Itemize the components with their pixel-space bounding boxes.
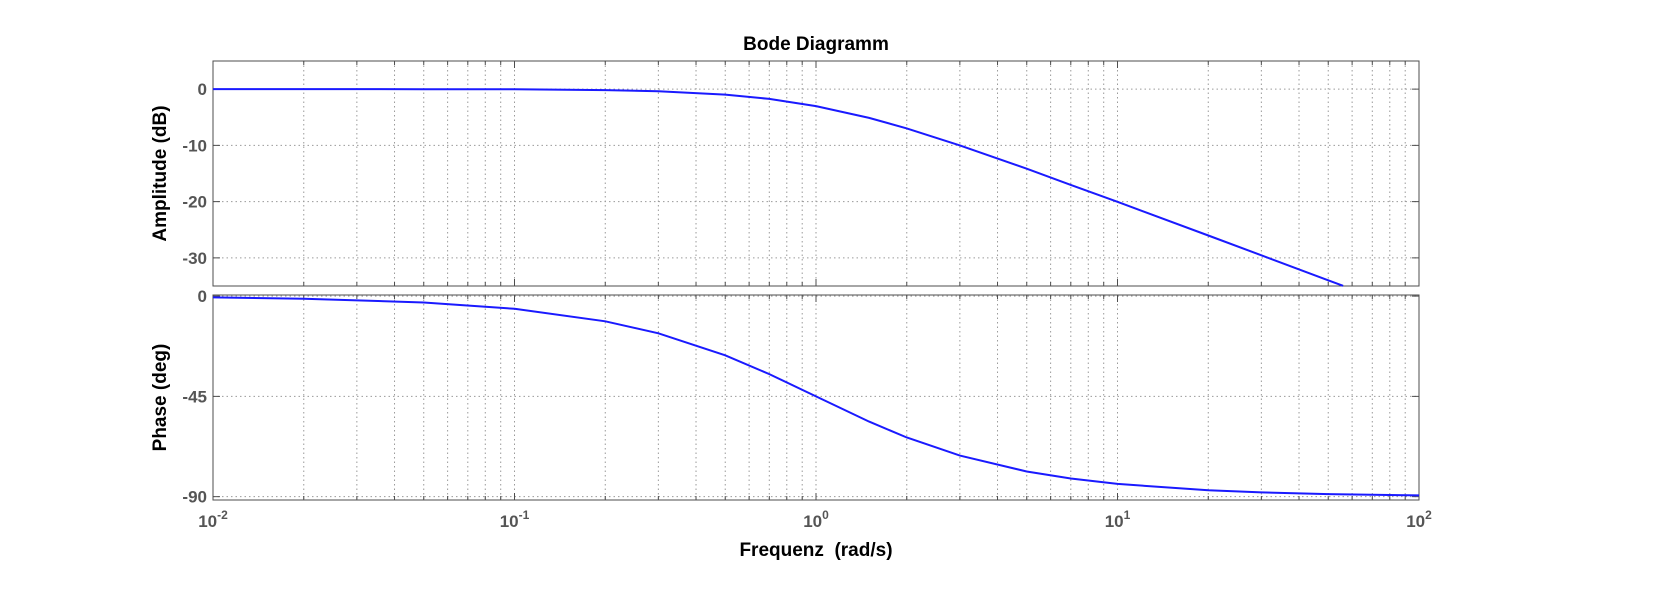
phase-y-tick-label: -45	[182, 387, 207, 406]
magnitude-grid	[213, 61, 1419, 286]
magnitude-y-axis-label: Amplitude (dB)	[150, 105, 171, 241]
phase-y-axis-label: Phase (deg)	[150, 344, 171, 452]
magnitude-y-tick-label: -20	[182, 193, 207, 212]
phase-ticks: 0 -45 -90	[182, 287, 1420, 507]
x-tick-label: 100	[803, 508, 829, 531]
x-tick-labels: 10-2 10-1 100 101 102	[198, 508, 1432, 531]
x-tick-label-exponent: -1	[519, 508, 530, 522]
phase-panel: 0 -45 -90 Phase (deg)	[150, 287, 1420, 507]
x-tick-label-exponent: 0	[822, 508, 829, 522]
magnitude-y-tick-label: 0	[198, 80, 207, 99]
x-tick-label-base: 10	[1105, 512, 1124, 531]
chart-title: Bode Diagramm	[743, 34, 889, 55]
x-tick-label-exponent: -2	[217, 508, 228, 522]
phase-y-tick-label: 0	[198, 287, 207, 306]
x-axis-label: Frequenz (rad/s)	[739, 540, 892, 561]
x-tick-label: 10-1	[500, 508, 530, 531]
magnitude-ticks: 0 -10 -20 -30	[182, 61, 1420, 286]
x-tick-label-base: 10	[1406, 512, 1425, 531]
x-tick-label: 101	[1105, 508, 1131, 531]
x-tick-label-exponent: 1	[1124, 508, 1131, 522]
magnitude-y-tick-label: -30	[182, 249, 207, 268]
magnitude-y-tick-label: -10	[182, 136, 207, 155]
x-tick-label-exponent: 2	[1425, 508, 1432, 522]
magnitude-curve	[213, 88, 1344, 287]
x-tick-label: 10-2	[198, 508, 228, 531]
x-tick-label-base: 10	[198, 512, 217, 531]
x-tick-label: 102	[1406, 508, 1432, 531]
x-tick-label-base: 10	[500, 512, 519, 531]
phase-y-tick-label: -90	[182, 488, 207, 507]
x-tick-label-base: 10	[803, 512, 822, 531]
magnitude-panel: 0 -10 -20 -30 Amplitude (dB)	[150, 60, 1420, 287]
phase-curve	[212, 296, 1420, 497]
